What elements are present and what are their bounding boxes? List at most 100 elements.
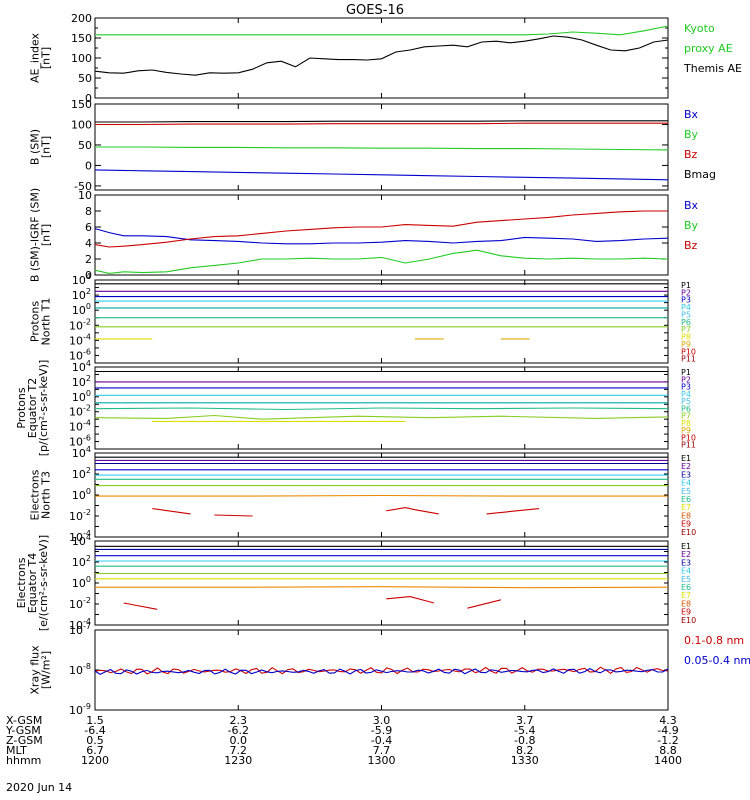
x-tick-label: 4.3 [659, 714, 677, 727]
x-tick-label: 3.7 [516, 714, 534, 727]
legend-label: P8 [681, 419, 691, 428]
legend-label: E3 [681, 558, 691, 567]
x-axis-row-label: X-GSM [6, 714, 42, 727]
y-tick-label: 10-2 [69, 404, 91, 419]
legend: Bx By Bz Bmag [684, 108, 716, 181]
legend-label: P1 [681, 368, 691, 377]
panel-frame [94, 629, 669, 711]
panel-2: -50 0 50 100 150 B (SM)[nT] Bx By Bz Bmag [29, 98, 717, 193]
legend: Bx By Bz [684, 199, 699, 252]
y-tick-label: 50 [78, 72, 92, 85]
y-tick-label: 10-4 [69, 617, 91, 632]
series-line-kyoto-proxy-ae [95, 25, 669, 36]
legend-label: 0.1-0.8 nm [684, 634, 744, 647]
panel-frame [94, 17, 669, 99]
y-tick-label: 4 [85, 237, 92, 250]
legend-label: P7 [681, 412, 691, 421]
legend-label: E9 [681, 520, 691, 529]
legend-label: P10 [681, 347, 696, 356]
series-line-by [95, 146, 669, 151]
legend-label: E10 [681, 528, 696, 537]
series-line-e8 [95, 494, 668, 497]
y-axis-label: [W/m²] [40, 651, 53, 689]
y-tick-label: 10-6 [69, 434, 91, 449]
y-axis-label: AE_index [29, 32, 42, 83]
y-tick-label: 100 [71, 52, 92, 65]
y-axis-label: B (SM)-IGRF (SM) [29, 188, 42, 282]
x-tick-label: 8.2 [516, 744, 534, 757]
legend-label: P7 [681, 325, 691, 334]
x-tick-label: 1330 [511, 754, 539, 767]
y-tick-label: 10-2 [69, 317, 91, 332]
legend-label: P9 [681, 426, 691, 435]
y-axis-label: Protons [15, 387, 28, 428]
y-tick-label: 10-8 [69, 662, 91, 677]
panel-frame [94, 279, 669, 364]
series-line-bx [94, 228, 669, 245]
series-line-e9 [152, 508, 191, 515]
series-line-e11 [386, 507, 439, 515]
legend-label: Bz [684, 148, 698, 161]
legend-label: E7 [681, 591, 691, 600]
y-tick-label: 100 [72, 487, 91, 502]
y-tick-label: 200 [71, 12, 92, 25]
legend-label: P8 [681, 333, 691, 342]
legend-label: Bx [684, 108, 699, 121]
y-tick-label: 10 [78, 189, 92, 202]
y-axis-label: [p/(cm²-s-sr-keV)] [37, 360, 50, 457]
legend-label: E9 [681, 608, 691, 617]
legend-label: By [684, 219, 699, 232]
x-tick-label: -6.4 [84, 724, 105, 737]
series-line-by [94, 249, 669, 274]
x-axis-row-label: MLT [6, 744, 27, 757]
legend-label: E10 [681, 616, 696, 625]
y-tick-label: 10-6 [69, 347, 91, 362]
panel-frame [94, 540, 669, 626]
legend-label: Kyoto [684, 22, 715, 35]
series-line-bz [95, 122, 668, 126]
legend-label: P9 [681, 340, 691, 349]
legend-label: P3 [681, 296, 691, 305]
legend-label: E5 [681, 487, 691, 496]
legend-label: E3 [681, 470, 691, 479]
y-tick-label: 102 [72, 374, 91, 389]
legend-label: P5 [681, 397, 691, 406]
date-label: 2020 Jun 14 [6, 781, 72, 794]
series-line-bz [94, 210, 668, 248]
series-line-e10 [386, 596, 435, 604]
x-tick-label: -1.2 [657, 734, 678, 747]
legend-label: E1 [681, 542, 691, 551]
x-tick-label: 0.5 [86, 734, 104, 747]
legend-label: Bx [684, 199, 699, 212]
y-tick-label: 10-4 [69, 332, 91, 347]
y-tick-label: 150 [71, 98, 92, 111]
legend-label: P1 [681, 281, 691, 290]
y-tick-label: 0 [85, 269, 92, 282]
x-tick-label: 3.0 [373, 714, 391, 727]
series-line-bx [94, 169, 669, 181]
legend-label: E8 [681, 599, 691, 608]
y-axis-label: [nT] [40, 136, 53, 158]
legend-label: P4 [681, 303, 691, 312]
x-tick-label: -5.4 [514, 724, 535, 737]
y-axis-label: North T1 [40, 298, 53, 346]
legend-label: P6 [681, 318, 691, 327]
y-tick-label: 10-2 [69, 596, 91, 611]
plot-title: GOES-16 [346, 3, 404, 18]
y-tick-label: 100 [71, 118, 92, 131]
y-axis-label: Electrons [29, 469, 42, 520]
legend-label: By [684, 128, 699, 141]
x-tick-label: 1230 [224, 754, 252, 767]
x-tick-label: 7.7 [373, 744, 391, 757]
x-tick-label: 1300 [368, 754, 396, 767]
legend: 0.1-0.8 nm 0.05-0.4 nm [684, 634, 750, 667]
x-tick-label: 1.5 [86, 714, 104, 727]
y-tick-label: 100 [72, 302, 91, 317]
legend-label: P11 [681, 355, 696, 364]
